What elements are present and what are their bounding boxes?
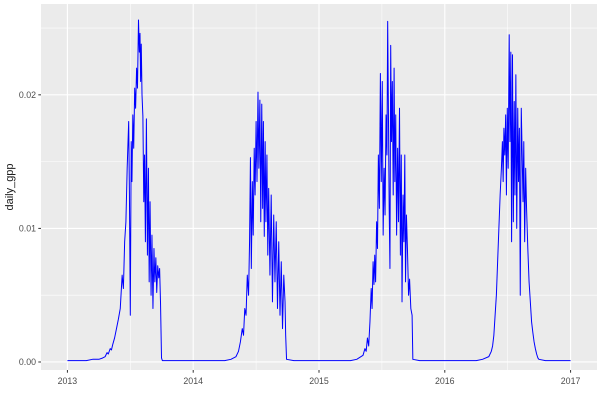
- y-tick-label: 0.01: [19, 223, 36, 233]
- y-tick-label: 0.00: [19, 357, 36, 367]
- x-tick-label: 2016: [435, 376, 455, 386]
- x-tick-label: 2015: [309, 376, 329, 386]
- axis-ticks: [38, 94, 572, 373]
- x-tick-label: 2014: [183, 376, 203, 386]
- series-line-daily_gpp: [67, 19, 571, 362]
- x-tick-label: 2017: [561, 376, 581, 386]
- y-tick-label: 0.02: [19, 90, 36, 100]
- y-axis-title: daily_gpp: [4, 163, 16, 210]
- x-tick-label: 2013: [58, 376, 78, 386]
- axis-tick-labels: 2013 2014 2015 2016 2017 0.00 0.01 0.02: [19, 90, 581, 386]
- major-gridlines: [41, 4, 597, 370]
- series-layer: [67, 19, 571, 362]
